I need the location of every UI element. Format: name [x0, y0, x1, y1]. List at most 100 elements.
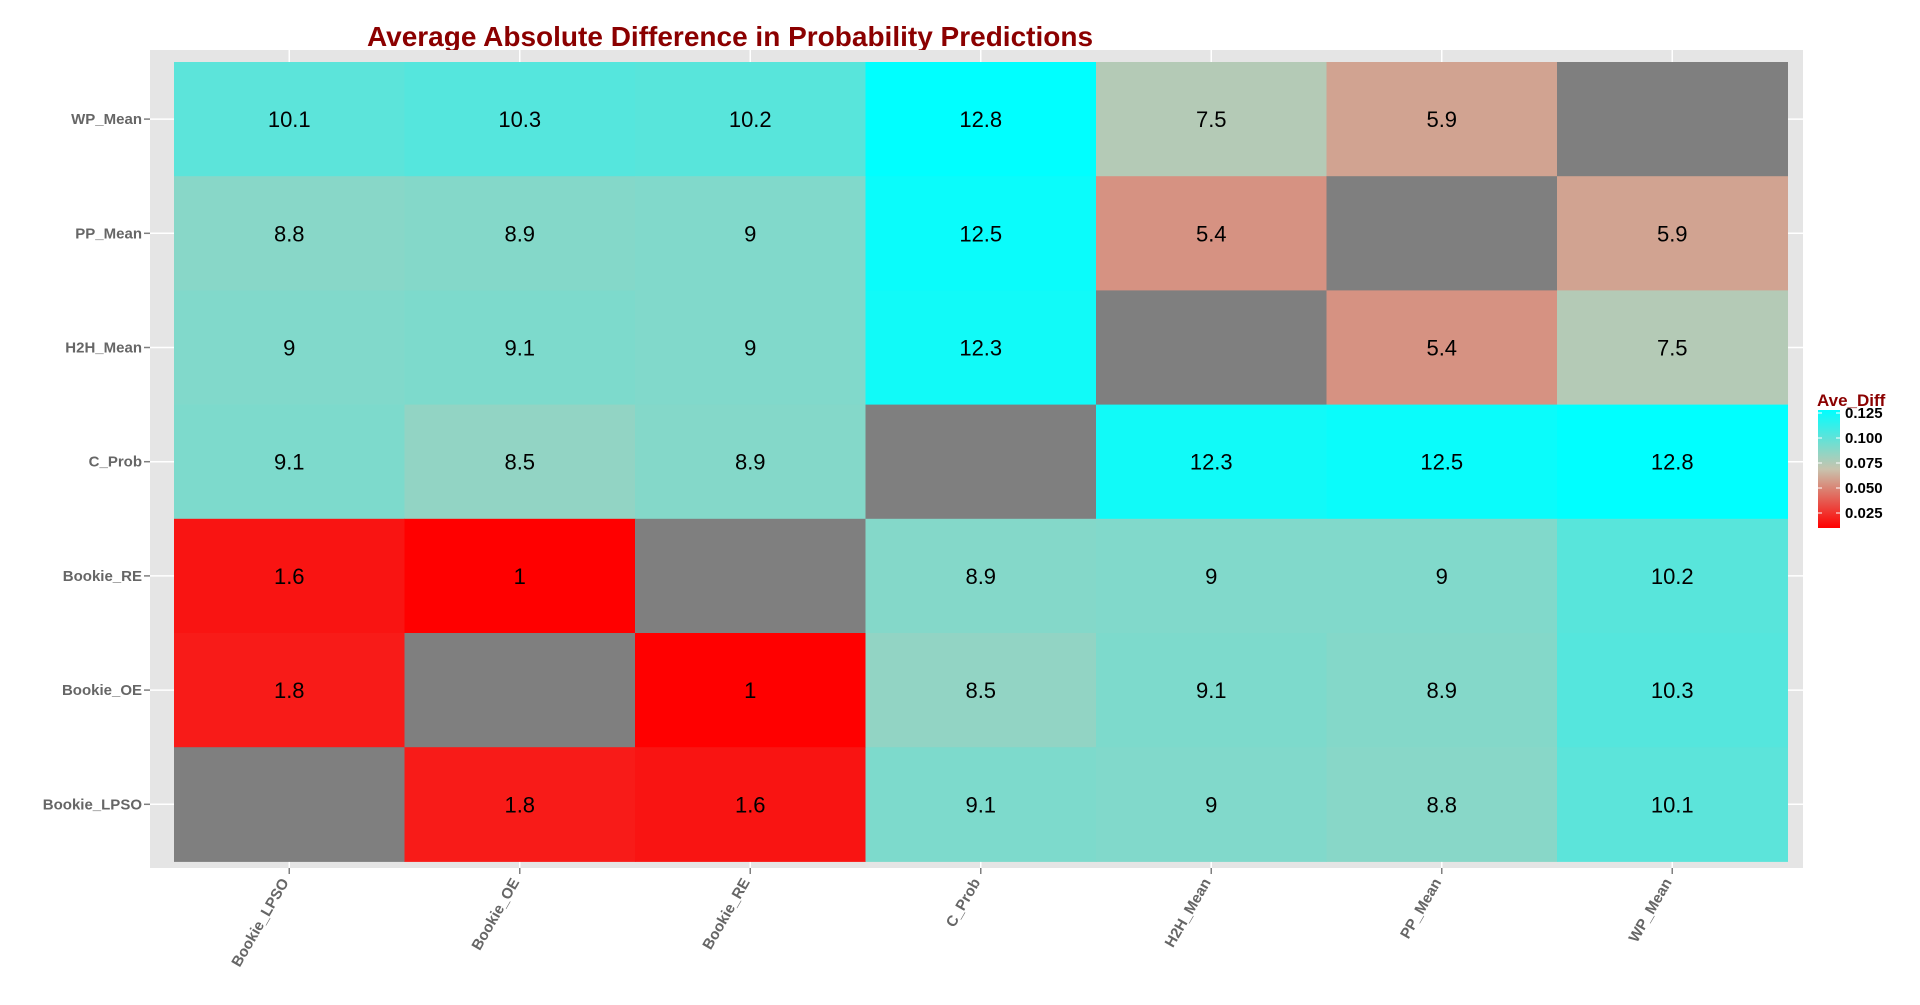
cell-value-label: 9 [1436, 564, 1448, 589]
heatmap-cell [1557, 176, 1788, 291]
heatmap-cell [635, 404, 866, 520]
y-tick-label: Bookie_LPSO [43, 796, 143, 813]
cell-value-label: 7.5 [1196, 107, 1227, 132]
y-tick-label: C_Prob [89, 454, 142, 471]
heatmap-cell [865, 747, 1097, 862]
cell-value-label: 5.9 [1657, 221, 1688, 246]
heatmap-cell [635, 62, 866, 177]
cell-value-label: 9 [283, 336, 295, 361]
heatmap-cell [1326, 404, 1558, 520]
legend-colorbar [1818, 410, 1840, 528]
cell-value-label: 5.4 [1426, 336, 1457, 361]
heatmap-cell [1326, 290, 1558, 406]
heatmap-cell [174, 633, 405, 748]
cell-value-label: 8.8 [1426, 792, 1457, 817]
cell-value-label: 8.9 [735, 450, 766, 475]
x-tick-label: Bookie_LPSO [228, 875, 292, 970]
cell-value-label: 5.4 [1196, 221, 1227, 246]
cell-value-label: 5.9 [1426, 107, 1457, 132]
heatmap-cell [1326, 747, 1558, 862]
heatmap-cell [635, 747, 866, 862]
cell-value-label: 9 [1205, 564, 1217, 589]
heatmap-cell [865, 176, 1097, 291]
cell-value-label: 1.8 [504, 792, 535, 817]
legend-label: 0.025 [1845, 505, 1883, 522]
legend-title: Ave_Diff [1817, 391, 1886, 410]
heatmap-cell [1557, 518, 1788, 634]
heatmap-cell [1096, 747, 1327, 862]
heatmap-cell [1096, 633, 1327, 748]
x-tick-label: PP_Mean [1397, 876, 1445, 942]
x-tick-label: Bookie_OE [468, 876, 523, 954]
heatmap-cell [1096, 290, 1327, 406]
cell-value-label: 8.5 [504, 450, 535, 475]
cell-value-label: 9 [1205, 792, 1217, 817]
heatmap-cell [1557, 404, 1788, 520]
cell-value-label: 9.1 [274, 450, 305, 475]
cell-value-label: 12.8 [1651, 450, 1694, 475]
x-tick-label: Bookie_RE [699, 876, 753, 953]
x-tick-label: C_Prob [943, 876, 984, 931]
x-tick-label: H2H_Mean [1162, 876, 1215, 951]
cell-value-label: 1 [514, 564, 526, 589]
heatmap-cell [1096, 176, 1327, 291]
cell-value-label: 10.3 [498, 107, 541, 132]
cell-value-label: 10.1 [268, 107, 311, 132]
cell-value-label: 7.5 [1657, 336, 1688, 361]
heatmap-cell [1557, 747, 1788, 862]
cell-value-label: 10.2 [729, 107, 772, 132]
cell-value-label: 9 [744, 221, 756, 246]
heatmap-cell [1096, 404, 1327, 520]
cell-value-label: 8.9 [1426, 678, 1457, 703]
cell-value-label: 9.1 [1196, 678, 1227, 703]
cell-value-label: 9 [744, 336, 756, 361]
cell-value-label: 12.3 [1190, 450, 1233, 475]
heatmap-cell [1557, 633, 1788, 748]
heatmap-cell [1326, 633, 1558, 748]
heatmap-cell [1326, 176, 1558, 291]
cell-labels: 10.1 10.3 10.2 12.8 7.5 5.9 8.8 8.9 9 12.5 5.4 5.9 9… [268, 107, 1694, 817]
cell-value-label: 8.8 [274, 221, 305, 246]
legend: Ave_Diff 0.125 0.100 0.075 0.050 0.025 [1817, 391, 1886, 528]
heatmap-cell [404, 290, 636, 406]
heatmap-cell [174, 518, 405, 634]
heatmap-cell [635, 290, 866, 406]
cell-value-label: 10.1 [1651, 792, 1694, 817]
y-tick-label: WP_Mean [71, 111, 142, 128]
heatmap-cell [404, 62, 636, 177]
cell-value-label: 1 [744, 678, 756, 703]
heatmap-cell [1096, 518, 1327, 634]
heatmap-cell [404, 633, 636, 748]
cell-value-label: 12.5 [959, 221, 1002, 246]
y-tick-label: Bookie_OE [62, 682, 142, 699]
heatmap-cell [174, 404, 405, 520]
heatmap-cell [865, 404, 1097, 520]
heatmap-cell [635, 518, 866, 634]
heatmap-cell [1557, 290, 1788, 406]
cell-value-label: 1.6 [274, 564, 305, 589]
cell-value-label: 10.3 [1651, 678, 1694, 703]
heatmap-cell [404, 176, 636, 291]
heatmap-cell [174, 176, 405, 291]
y-axis-ticks: WP_Mean PP_Mean H2H_Mean C_Prob Bookie_RE Boo… [43, 111, 150, 813]
cell-value-label: 8.9 [965, 564, 996, 589]
cell-value-label: 12.3 [959, 336, 1002, 361]
legend-label: 0.125 [1845, 405, 1883, 422]
heatmap-cell [1096, 62, 1327, 177]
x-axis-ticks: Bookie_LPSO Bookie_OE Bookie_RE C_Prob H2H_M… [228, 868, 1676, 970]
heatmap-cell [865, 518, 1097, 634]
y-tick-label: H2H_Mean [65, 340, 142, 357]
chart-title: Average Absolute Difference in Probabili… [367, 21, 1093, 52]
heatmap-cell [865, 62, 1097, 177]
heatmap-cell [404, 747, 636, 862]
cell-value-label: 9.1 [504, 336, 535, 361]
heatmap-cell [404, 404, 636, 520]
cell-value-label: 8.9 [504, 221, 535, 246]
heatmap-cells [174, 62, 1788, 862]
cell-value-label: 8.5 [965, 678, 996, 703]
cell-value-label: 9.1 [965, 792, 996, 817]
legend-label: 0.075 [1845, 455, 1883, 472]
heatmap-cell [174, 290, 405, 406]
y-tick-label: Bookie_RE [63, 568, 142, 585]
cell-value-label: 1.6 [735, 792, 766, 817]
